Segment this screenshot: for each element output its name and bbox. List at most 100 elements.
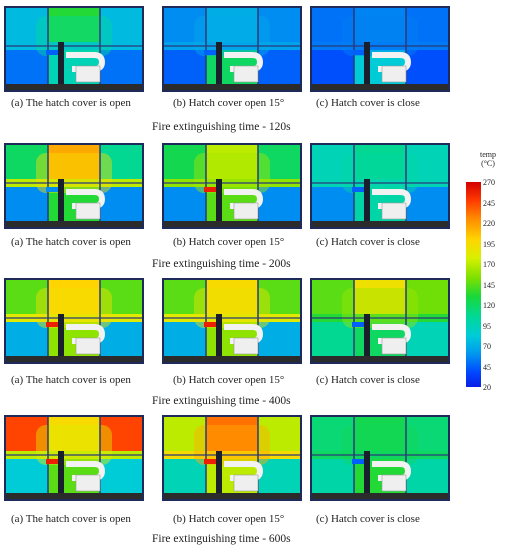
floor: [164, 221, 300, 227]
tank: [364, 179, 370, 221]
vent-source: [352, 459, 368, 464]
panel-r2-c0: [4, 278, 144, 364]
floor: [312, 221, 448, 227]
engine: [381, 337, 407, 355]
legend-tick: 45: [483, 362, 491, 372]
vent-source: [204, 322, 220, 327]
time-label-200s: Fire extinguishing time - 200s: [152, 258, 291, 270]
tank: [216, 42, 222, 84]
caption-r1-c0: (a) The hatch cover is open: [11, 236, 131, 248]
vent-source: [204, 187, 220, 192]
zone-top-left: [312, 145, 354, 179]
engine: [75, 337, 101, 355]
zone-top-left: [164, 280, 206, 314]
legend-tick: 245: [483, 198, 495, 208]
legend-title-line1: temp: [480, 150, 496, 159]
zone-top-center: [354, 8, 406, 42]
caption-r0-c2: (c) Hatch cover is close: [316, 97, 420, 109]
zone-lower-right: [100, 50, 142, 84]
tank: [58, 451, 64, 493]
legend-title-line2: (°C): [481, 159, 495, 168]
zone-top-left: [312, 280, 354, 314]
legend-tick: 170: [483, 260, 495, 269]
zone-lower-right: [406, 459, 448, 493]
panel-r3-c2: [310, 415, 450, 501]
zone-top-center: [48, 8, 100, 42]
temperature-field: [164, 280, 300, 362]
caption-r2-c0: (a) The hatch cover is open: [11, 374, 131, 386]
zone-top-center: [48, 145, 100, 179]
vent-source: [204, 50, 220, 55]
temperature-field: [312, 145, 448, 227]
tank: [364, 42, 370, 84]
zone-top-left: [164, 145, 206, 179]
tank: [58, 179, 64, 221]
zone-lower-left: [164, 322, 206, 356]
zone-top-right: [100, 8, 142, 42]
panel-r0-c2: [310, 6, 450, 92]
time-label-400s: Fire extinguishing time - 400s: [152, 395, 291, 407]
panel-r3-c1: [162, 415, 302, 501]
engine: [75, 474, 101, 492]
caption-r0-c0: (a) The hatch cover is open: [11, 97, 131, 109]
panel-r2-c2: [310, 278, 450, 364]
caption-r1-c1: (b) Hatch cover open 15°: [173, 236, 285, 248]
zone-top-center: [354, 417, 406, 451]
zone-top-center: [48, 280, 100, 314]
zone-top-left: [312, 417, 354, 451]
temperature-legend: temp (°C) 270 245 220 195 170 145 120 95 70 45 20: [466, 150, 510, 400]
floor: [6, 221, 142, 227]
tank: [364, 314, 370, 356]
panel-r2-c1: [162, 278, 302, 364]
vent-source: [352, 322, 368, 327]
zone-top-center: [206, 8, 258, 42]
zone-lower-right: [258, 50, 300, 84]
zone-top-right: [258, 8, 300, 42]
panel-r0-c1: [162, 6, 302, 92]
zone-top-left: [6, 417, 48, 451]
zone-lower-right: [406, 50, 448, 84]
zone-top-right: [406, 417, 448, 451]
zone-top-left: [164, 417, 206, 451]
zone-lower-right: [258, 322, 300, 356]
time-label-600s: Fire extinguishing time - 600s: [152, 533, 291, 545]
temperature-field: [164, 417, 300, 499]
tank: [58, 42, 64, 84]
caption-r2-c1: (b) Hatch cover open 15°: [173, 374, 285, 386]
zone-top-left: [164, 8, 206, 42]
zone-top-left: [6, 8, 48, 42]
zone-lower-left: [6, 459, 48, 493]
vent-source: [352, 187, 368, 192]
engine: [233, 474, 259, 492]
zone-lower-right: [100, 459, 142, 493]
caption-r1-c2: (c) Hatch cover is close: [316, 236, 420, 248]
legend-tick: 95: [483, 321, 491, 331]
floor: [6, 493, 142, 499]
temperature-field: [6, 280, 142, 362]
temperature-field: [312, 8, 448, 90]
floor: [312, 84, 448, 90]
legend-color-bar: [466, 182, 481, 387]
temperature-field: [312, 280, 448, 362]
zone-top-right: [406, 145, 448, 179]
caption-r3-c1: (b) Hatch cover open 15°: [173, 513, 285, 525]
engine: [381, 474, 407, 492]
zone-top-right: [258, 280, 300, 314]
floor: [164, 84, 300, 90]
zone-lower-left: [164, 459, 206, 493]
zone-top-right: [258, 145, 300, 179]
zone-lower-right: [100, 187, 142, 221]
zone-lower-left: [164, 187, 206, 221]
engine: [233, 65, 259, 83]
temperature-field: [164, 145, 300, 227]
zone-lower-left: [312, 322, 354, 356]
legend-title: temp (°C): [466, 150, 510, 168]
caption-r2-c2: (c) Hatch cover is close: [316, 374, 420, 386]
floor: [312, 356, 448, 362]
zone-lower-right: [100, 322, 142, 356]
zone-top-left: [6, 280, 48, 314]
engine: [233, 337, 259, 355]
zone-top-right: [406, 280, 448, 314]
engine: [75, 65, 101, 83]
zone-top-center: [206, 145, 258, 179]
